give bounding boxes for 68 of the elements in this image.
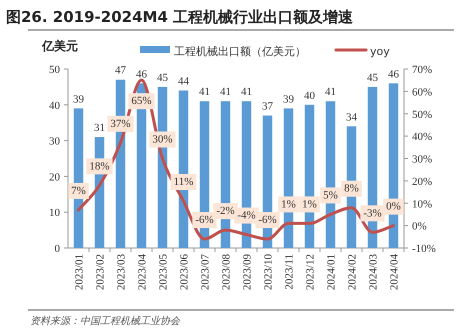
y2-tick-label: 60% <box>412 86 432 98</box>
x-tick-label: 2023/11 <box>284 254 296 290</box>
data-label: 1% <box>302 198 317 210</box>
data-label: 41 <box>241 86 252 98</box>
data-label: 40 <box>304 90 316 102</box>
x-tick-label: 2023/07 <box>200 254 212 290</box>
data-label: 44 <box>178 75 190 88</box>
chart-title: 图26. 2019-2024M4 工程机械行业出口额及增速 <box>6 8 354 26</box>
x-tick-label: 2023/10 <box>262 254 274 290</box>
x-tick-label: 2023/08 <box>220 254 232 290</box>
y2-tick-label: 50% <box>412 108 432 121</box>
y-tick-label: 0 <box>54 243 60 255</box>
y-tick-label: 20 <box>49 171 60 184</box>
y-tick-label: 30 <box>49 136 60 148</box>
data-label: 31 <box>94 122 105 134</box>
x-tick-label: 2023/01 <box>74 254 86 290</box>
y2-tick-label: 20% <box>412 176 432 188</box>
y-tick-label: 10 <box>49 207 60 220</box>
data-label: 39 <box>73 93 84 106</box>
y-axis-title: 亿美元 <box>41 39 78 53</box>
legend-label: yoy <box>370 45 390 58</box>
data-label: 41 <box>325 86 336 98</box>
y2-tick-label: 0% <box>412 220 427 233</box>
x-tick-label: 2023/06 <box>178 254 190 290</box>
data-label: 46 <box>388 68 400 80</box>
data-label: 11% <box>174 176 194 188</box>
x-tick-label: 2024/01 <box>326 254 338 290</box>
x-tick-label: 2023/09 <box>242 254 254 290</box>
x-tick-label: 2023/04 <box>136 254 148 290</box>
y2-tick-label: 70% <box>412 64 432 76</box>
data-label: -4% <box>237 210 256 222</box>
data-label: 37% <box>110 118 131 130</box>
x-tick-label: 2023/03 <box>116 254 128 290</box>
data-label: 5% <box>323 189 338 202</box>
x-tick-label: 2023/02 <box>94 254 106 290</box>
data-label: 30% <box>152 134 173 146</box>
x-tick-label: 2024/02 <box>346 254 358 290</box>
data-label: 7% <box>71 184 86 197</box>
data-label: 0% <box>386 200 401 213</box>
y-tick-label: 50 <box>49 64 60 76</box>
x-tick-label: 2023/05 <box>158 254 170 290</box>
data-label: 46 <box>136 68 148 80</box>
data-label: 8% <box>344 182 359 195</box>
data-label: -3% <box>363 207 382 220</box>
data-label: 65% <box>131 95 152 108</box>
data-label: 34 <box>346 111 358 124</box>
y2-tick-label: 10% <box>412 198 432 210</box>
x-tick-label: 2024/03 <box>368 254 380 290</box>
data-label: 18% <box>89 160 110 172</box>
data-label: 39 <box>283 93 294 106</box>
y-tick-label: 40 <box>49 100 60 112</box>
y2-tick-label: -10% <box>412 243 436 255</box>
text: 资料来源：中国工程机械工业协会 <box>30 315 181 327</box>
data-label: 41 <box>220 86 231 98</box>
data-label: -6% <box>195 214 214 226</box>
x-tick-label: 2023/12 <box>304 254 316 290</box>
data-label: 41 <box>199 86 210 98</box>
legend-label: 工程机械出口额（亿美元） <box>174 45 306 58</box>
data-label: -6% <box>258 214 277 226</box>
y2-tick-label: 40% <box>412 131 432 144</box>
x-tick-label: 2024/04 <box>388 254 400 290</box>
data-label: 45 <box>157 72 168 84</box>
y2-tick-label: 30% <box>412 154 432 166</box>
data-label: -2% <box>216 205 235 218</box>
data-label: 45 <box>367 72 378 84</box>
data-label: 1% <box>281 198 296 210</box>
data-label: 47 <box>115 64 126 77</box>
data-label: 37 <box>262 100 274 113</box>
